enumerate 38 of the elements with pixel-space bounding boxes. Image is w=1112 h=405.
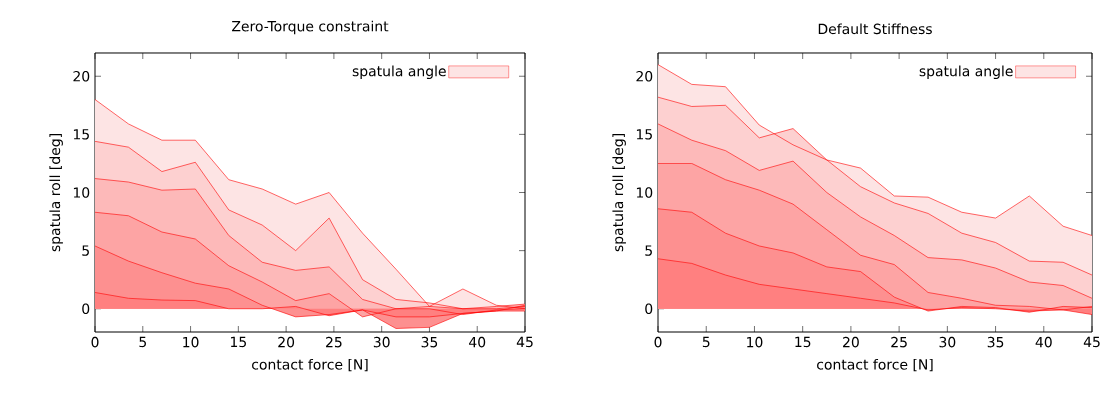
x-tick-label: 30 bbox=[373, 336, 390, 348]
x-tick-label: 25 bbox=[891, 336, 907, 348]
x-tick-label: 5 bbox=[139, 336, 146, 348]
x-tick-label: 35 bbox=[421, 336, 438, 348]
y-tick-label: 5 bbox=[82, 245, 89, 256]
y-tick-label: 5 bbox=[645, 245, 652, 256]
x-tick-label: 20 bbox=[278, 336, 295, 348]
x-tick-label: 45 bbox=[1083, 336, 1100, 348]
x-tick-label: 25 bbox=[326, 336, 342, 348]
y-tick-label: 0 bbox=[82, 303, 90, 315]
x-tick-label: 10 bbox=[183, 336, 199, 348]
chart-title: Zero-Torque constraint bbox=[232, 20, 389, 35]
x-tick-label: 15 bbox=[795, 336, 811, 348]
y-tick-label: 15 bbox=[73, 129, 89, 140]
y-tick-label: 10 bbox=[636, 187, 653, 198]
y-tick-label: 20 bbox=[73, 70, 90, 82]
legend-label: spatula angle bbox=[352, 65, 446, 80]
x-tick-label: 0 bbox=[91, 336, 99, 348]
x-tick-label: 45 bbox=[516, 336, 533, 348]
y-tick-label: 15 bbox=[636, 129, 652, 140]
y-tick-label: 0 bbox=[645, 303, 653, 315]
legend-label: spatula angle bbox=[919, 65, 1013, 80]
x-tick-label: 20 bbox=[843, 336, 859, 348]
x-tick-label: 30 bbox=[939, 336, 956, 348]
x-tick-label: 40 bbox=[1035, 336, 1052, 348]
x-tick-label: 35 bbox=[987, 336, 1004, 348]
chart-title: Default Stiffness bbox=[818, 23, 932, 35]
y-tick-label: 20 bbox=[636, 70, 653, 82]
y-axis-title: spatula roll [deg] bbox=[612, 134, 626, 252]
x-tick-label: 40 bbox=[469, 336, 486, 348]
x-tick-label: 15 bbox=[231, 336, 246, 348]
x-tick-label: 5 bbox=[702, 336, 710, 348]
y-tick-label: 10 bbox=[73, 187, 90, 198]
x-axis-title: contact force [N] bbox=[252, 358, 368, 372]
y-axis-title: spatula roll [deg] bbox=[49, 134, 63, 252]
x-tick-label: 0 bbox=[654, 336, 662, 348]
x-tick-label: 10 bbox=[747, 336, 763, 348]
x-axis-title: contact force [N] bbox=[817, 358, 933, 372]
